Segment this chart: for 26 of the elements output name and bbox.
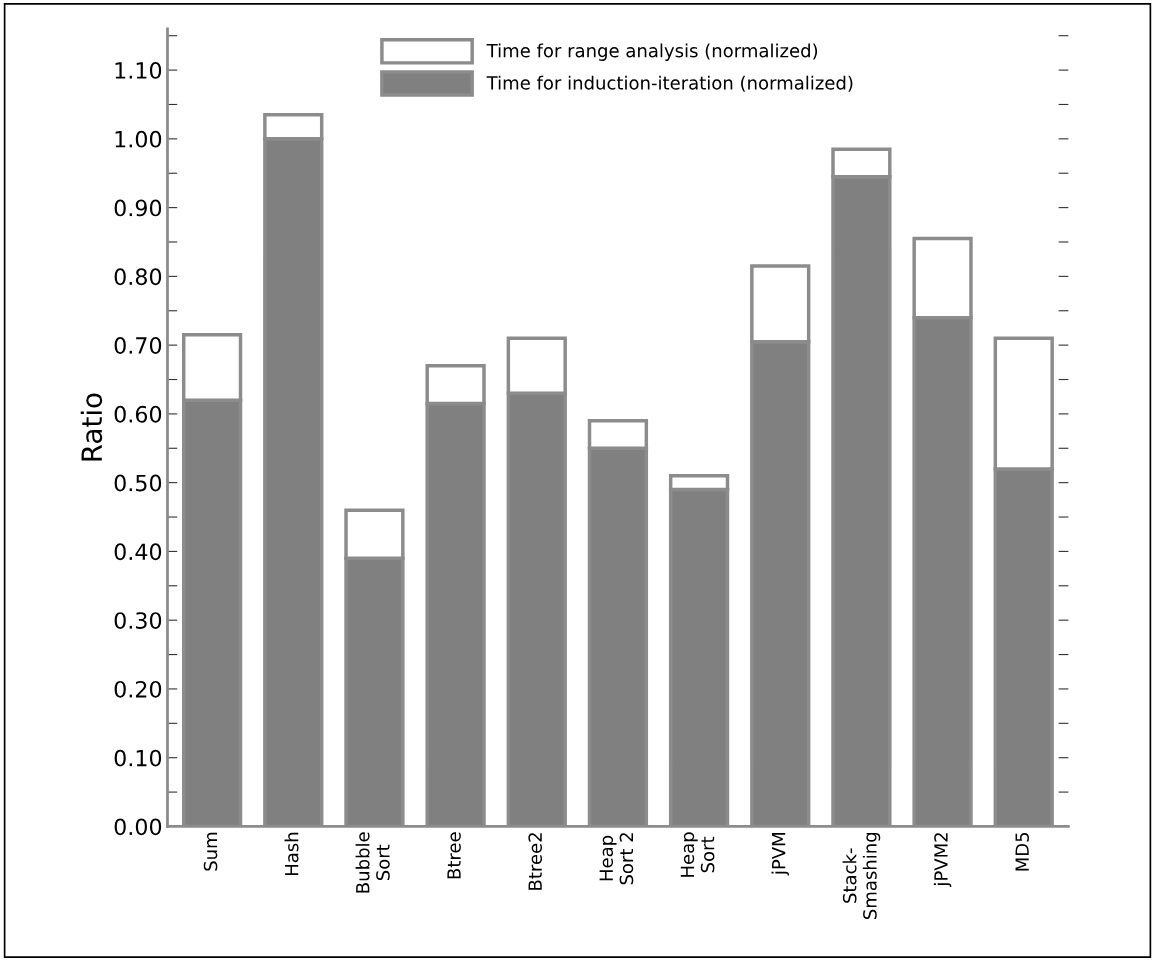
y-tick-label: 0.50 — [114, 474, 162, 492]
legend-label: Time for induction-iteration (normalized) — [486, 75, 853, 92]
y-tick-label: 0.90 — [114, 199, 162, 217]
y-tick-label: 0.80 — [114, 268, 162, 286]
y-axis-title: Ratio — [80, 393, 103, 461]
x-tick-label: Bubble Sort — [355, 832, 390, 893]
x-tick-label: jPVM2 — [933, 833, 952, 887]
x-tick-label: jPVM — [771, 833, 789, 876]
x-tick-label: Btree2 — [528, 833, 542, 890]
x-tick-label: Stack- Smashing — [842, 832, 881, 920]
x-tick-label: Hash — [284, 832, 299, 876]
legend-label: Time for range analysis (normalized) — [486, 43, 818, 61]
y-tick-label: 0.60 — [114, 405, 162, 423]
y-tick-label: 1.00 — [115, 130, 162, 148]
x-tick-label: Sum — [203, 832, 218, 871]
y-tick-label: 0.30 — [114, 612, 162, 629]
x-tick-label: Heap Sort — [680, 832, 715, 877]
y-tick-label: 0.20 — [114, 680, 162, 698]
x-tick-label: Heap Sort 2 — [599, 833, 634, 885]
y-tick-label: 0.10 — [114, 749, 162, 767]
y-tick-label: 0.70 — [114, 337, 162, 354]
x-tick-label: MD5 — [1015, 832, 1029, 871]
x-tick-label: Btree — [447, 832, 461, 879]
y-tick-label: 0.40 — [114, 543, 162, 561]
y-tick-label: 0.00 — [114, 818, 162, 836]
y-tick-label: 1.10 — [115, 62, 162, 79]
